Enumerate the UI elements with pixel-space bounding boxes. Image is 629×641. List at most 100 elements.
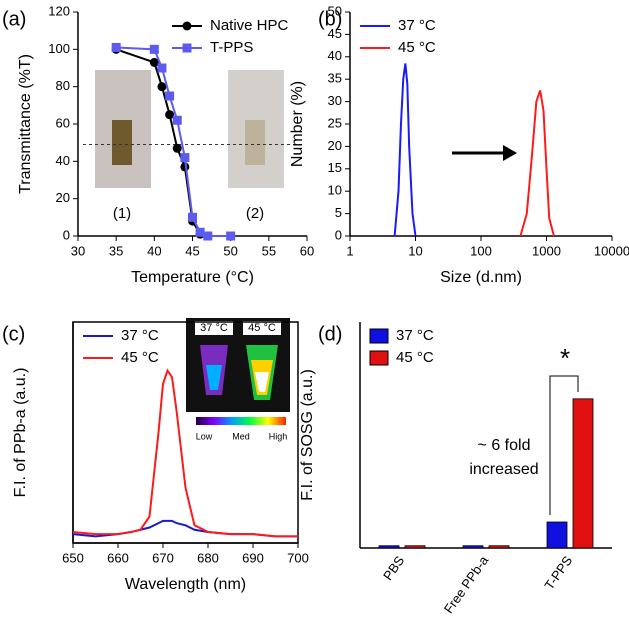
series-line (393, 63, 417, 237)
x-tick-label: 650 (62, 550, 84, 565)
legend-label: 45 °C (396, 349, 434, 366)
bar (378, 545, 400, 549)
y-axis-title: Transmittance (%T) (17, 54, 34, 194)
x-tick-label: T-PPS (541, 553, 575, 593)
x-tick-label: 10 (408, 243, 422, 258)
y-tick-label: 50 (328, 3, 342, 18)
x-tick-label: 700 (287, 550, 309, 565)
panel-label: (c) (2, 323, 25, 345)
legend-marker (182, 21, 192, 31)
annotation: Low (196, 431, 213, 441)
annotation: (1) (113, 205, 131, 222)
x-tick-label: 690 (242, 550, 264, 565)
marker (111, 42, 121, 52)
annotation: High (269, 431, 288, 441)
photo-1 (95, 70, 151, 188)
legend-label: T-PPS (210, 39, 253, 56)
y-tick-label: 80 (56, 78, 70, 93)
annotation: Med (232, 431, 250, 441)
y-tick-label: 25 (328, 115, 342, 130)
marker (203, 231, 213, 241)
y-tick-label: 5 (335, 205, 342, 220)
thermal-inset (186, 318, 290, 425)
x-tick-label: Free PPb-a (441, 552, 492, 616)
legend-label: 45 °C (398, 39, 436, 56)
y-tick-label: 20 (328, 138, 342, 153)
x-tick-label: 660 (107, 550, 129, 565)
x-tick-label: 60 (300, 243, 314, 258)
marker (157, 63, 167, 73)
legend-swatch (369, 328, 389, 344)
panel-label: (d) (318, 323, 342, 345)
marker (172, 143, 182, 153)
marker (226, 231, 236, 241)
annotation: 37 °C (200, 322, 228, 334)
marker (157, 82, 167, 92)
annotation: increased (469, 461, 538, 478)
legend-swatch (369, 350, 389, 366)
legend-label: 45 °C (121, 349, 159, 366)
photo-2 (228, 70, 284, 188)
y-tick-label: 40 (56, 153, 70, 168)
x-tick-label: 55 (262, 243, 276, 258)
annotation: (2) (246, 205, 264, 222)
arrow (452, 145, 517, 161)
annotation: * (560, 343, 570, 373)
x-tick-label: 45 (185, 243, 199, 258)
legend-label: 37 °C (398, 17, 436, 34)
y-tick-label: 30 (328, 93, 342, 108)
x-tick-label: 1000 (532, 243, 561, 258)
y-axis-title: F.I. of PPb-a (a.u.) (12, 368, 29, 498)
series-line (519, 90, 555, 237)
y-tick-label: 120 (48, 3, 70, 18)
y-tick-label: 10 (328, 183, 342, 198)
marker (195, 227, 205, 237)
series-line (72, 368, 298, 538)
bar (462, 545, 484, 549)
marker (180, 153, 190, 163)
x-axis-title: Temperature (°C) (131, 269, 254, 286)
x-axis-title: Wavelength (nm) (125, 576, 246, 593)
y-axis-title: F.I. of SOSG (a.u.) (299, 369, 316, 501)
y-tick-label: 0 (63, 227, 70, 242)
legend-label: 37 °C (396, 327, 434, 344)
bar (404, 545, 426, 549)
x-tick-label: 35 (109, 243, 123, 258)
marker (172, 115, 182, 125)
x-tick-label: 680 (197, 550, 219, 565)
y-tick-label: 100 (48, 41, 70, 56)
x-tick-label: 50 (223, 243, 237, 258)
significance-bracket (549, 375, 579, 515)
annotation: ~ 6 fold (478, 437, 531, 454)
plot-frame (72, 321, 299, 544)
x-axis-title: Size (d.nm) (440, 269, 522, 286)
marker (165, 110, 175, 120)
y-tick-label: 0 (335, 227, 342, 242)
y-tick-label: 35 (328, 71, 342, 86)
y-axis-title: Number (%) (289, 81, 306, 167)
panel-label: (b) (318, 8, 342, 30)
y-tick-label: 20 (56, 190, 70, 205)
marker (149, 57, 159, 67)
bar (572, 398, 594, 549)
x-tick-label: 1 (346, 243, 353, 258)
bar (546, 521, 568, 549)
annotation: 45 °C (248, 322, 276, 334)
y-tick-label: 60 (56, 115, 70, 130)
x-tick-label: 40 (147, 243, 161, 258)
y-tick-label: 15 (328, 160, 342, 175)
x-tick-label: PBS (380, 553, 407, 583)
x-tick-label: 10000 (594, 243, 629, 258)
x-tick-label: 100 (470, 243, 492, 258)
marker (188, 212, 197, 222)
marker (149, 44, 159, 54)
x-tick-label: 30 (71, 243, 85, 258)
bar (488, 545, 510, 549)
panel-label: (a) (2, 8, 26, 30)
x-tick-label: 670 (152, 550, 174, 565)
y-tick-label: 45 (328, 26, 342, 41)
legend-label: 37 °C (121, 327, 159, 344)
marker (165, 91, 175, 101)
legend-marker (182, 43, 192, 53)
